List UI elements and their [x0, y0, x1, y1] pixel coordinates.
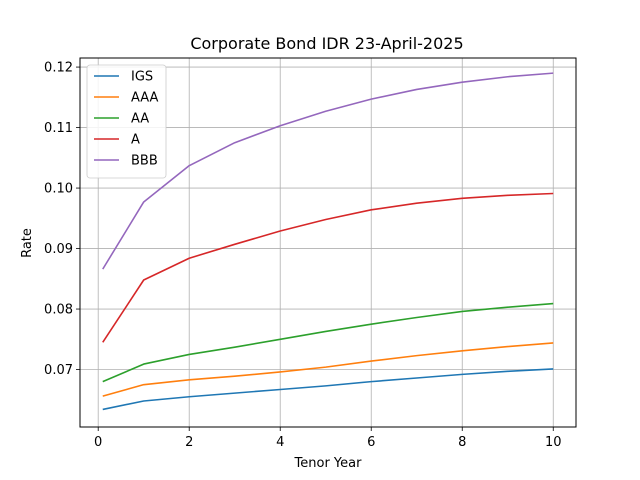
series-line-igs — [102, 368, 554, 411]
series-line-bbb — [102, 72, 554, 270]
legend-box — [86, 64, 167, 179]
plot-frame — [79, 57, 577, 428]
y-tick-label: 0.08 — [44, 303, 73, 318]
legend-label-aa: AA — [131, 112, 149, 127]
y-axis-label: Rate — [20, 228, 35, 258]
chart-title: Corporate Bond IDR 23-April-2025 — [190, 34, 463, 53]
series-line-aaa — [102, 342, 554, 397]
legend-label-a: A — [131, 133, 140, 148]
series-line-aa — [102, 302, 554, 383]
y-tick-label: 0.12 — [44, 61, 73, 76]
x-axis-label: Tenor Year — [294, 456, 363, 471]
x-tick-label: 0 — [94, 435, 102, 450]
legend-label-aaa: AAA — [131, 91, 159, 106]
legend-label-bbb: BBB — [131, 154, 158, 169]
series-lines — [102, 72, 554, 411]
x-tick-label: 4 — [276, 435, 284, 450]
y-tick-label: 0.10 — [44, 182, 73, 197]
legend-label-igs: IGS — [131, 70, 153, 85]
y-tick-label: 0.11 — [44, 121, 73, 136]
x-tick-label: 6 — [367, 435, 375, 450]
x-tick-label: 8 — [458, 435, 466, 450]
y-axis: 0.07 0.08 0.09 0.10 0.11 0.12 — [44, 61, 80, 378]
y-tick-label: 0.09 — [44, 242, 73, 257]
x-tick-label: 2 — [185, 435, 193, 450]
x-tick-label: 10 — [545, 435, 562, 450]
x-axis: 0 2 4 6 8 10 — [94, 427, 562, 450]
series-line-a — [102, 192, 554, 343]
y-tick-label: 0.07 — [44, 363, 73, 378]
